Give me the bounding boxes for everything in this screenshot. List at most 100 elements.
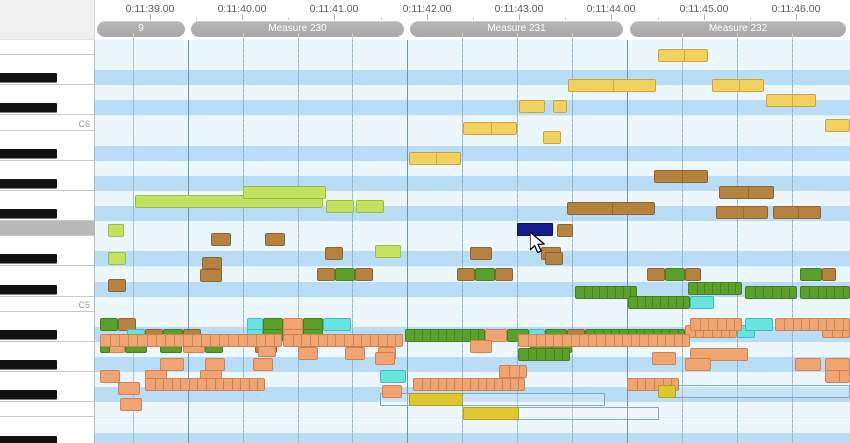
note[interactable] xyxy=(658,49,708,62)
note[interactable] xyxy=(822,268,836,281)
note[interactable] xyxy=(345,347,365,360)
note[interactable] xyxy=(688,282,742,295)
piano-keyboard[interactable]: C6C5C4C3 xyxy=(0,40,95,443)
note[interactable] xyxy=(160,358,184,371)
note[interactable] xyxy=(100,370,120,383)
measure-block[interactable]: Measure 232 xyxy=(630,21,846,37)
note-ghost[interactable] xyxy=(660,385,850,399)
note[interactable] xyxy=(685,358,711,371)
note[interactable] xyxy=(485,329,507,342)
note-olive[interactable] xyxy=(409,393,463,406)
note[interactable] xyxy=(690,318,742,331)
note[interactable] xyxy=(335,268,355,281)
note[interactable] xyxy=(375,245,401,258)
note[interactable] xyxy=(243,186,326,199)
note[interactable] xyxy=(475,268,495,281)
note[interactable] xyxy=(326,200,354,213)
note[interactable] xyxy=(773,206,821,219)
measure-block[interactable]: Measure 231 xyxy=(410,21,623,37)
white-key[interactable] xyxy=(0,402,94,418)
note[interactable] xyxy=(800,286,850,299)
black-key[interactable] xyxy=(0,103,57,113)
note[interactable] xyxy=(716,206,768,219)
note[interactable] xyxy=(108,252,126,265)
note[interactable] xyxy=(495,268,513,281)
black-key[interactable] xyxy=(0,148,57,158)
note[interactable] xyxy=(825,370,850,383)
note[interactable] xyxy=(463,122,517,135)
measure-block[interactable]: Measure 230 xyxy=(191,21,404,37)
note[interactable] xyxy=(355,268,373,281)
note[interactable] xyxy=(557,224,573,237)
note[interactable] xyxy=(690,348,748,361)
note[interactable] xyxy=(100,334,282,347)
black-key[interactable] xyxy=(0,284,57,294)
note[interactable] xyxy=(120,398,142,411)
white-key[interactable] xyxy=(0,40,94,56)
note[interactable] xyxy=(265,233,285,246)
note[interactable] xyxy=(800,268,822,281)
black-key[interactable] xyxy=(0,435,57,443)
note[interactable] xyxy=(100,318,118,331)
note[interactable] xyxy=(205,358,225,371)
note[interactable] xyxy=(323,318,351,331)
note[interactable] xyxy=(405,329,485,342)
note-grid[interactable] xyxy=(95,40,850,443)
black-key[interactable] xyxy=(0,360,57,370)
measure-block[interactable]: 9 xyxy=(97,21,185,37)
note[interactable] xyxy=(647,268,665,281)
note[interactable] xyxy=(654,170,708,183)
note[interactable] xyxy=(298,347,318,360)
black-key[interactable] xyxy=(0,178,57,188)
note[interactable] xyxy=(719,186,774,199)
note[interactable] xyxy=(575,286,637,299)
white-key[interactable] xyxy=(0,221,94,237)
note[interactable] xyxy=(519,100,545,113)
note[interactable] xyxy=(553,100,567,113)
note[interactable] xyxy=(108,279,126,292)
note[interactable] xyxy=(652,352,676,365)
note[interactable] xyxy=(253,358,273,371)
note[interactable] xyxy=(690,296,714,309)
measure-ruler[interactable]: 9 Measure 230 Measure 231 Measure 232 xyxy=(95,20,850,40)
note[interactable] xyxy=(375,352,395,365)
white-key[interactable] xyxy=(0,296,94,312)
note[interactable] xyxy=(382,385,402,398)
note[interactable] xyxy=(518,334,690,347)
note[interactable] xyxy=(745,286,797,299)
note[interactable] xyxy=(118,382,140,395)
note[interactable] xyxy=(211,233,231,246)
black-key[interactable] xyxy=(0,73,57,83)
note[interactable] xyxy=(356,200,384,213)
note[interactable] xyxy=(628,296,690,309)
black-key[interactable] xyxy=(0,390,57,400)
note[interactable] xyxy=(317,268,335,281)
note[interactable] xyxy=(543,131,561,144)
note[interactable] xyxy=(380,370,406,383)
note[interactable] xyxy=(685,268,701,281)
note[interactable] xyxy=(545,252,563,265)
note[interactable] xyxy=(517,223,553,236)
note[interactable] xyxy=(413,378,525,391)
note-olive[interactable] xyxy=(463,407,519,420)
note[interactable] xyxy=(568,79,656,92)
note[interactable] xyxy=(145,378,265,391)
note[interactable] xyxy=(745,318,773,331)
note-olive[interactable] xyxy=(658,385,676,398)
note[interactable] xyxy=(325,247,343,260)
note[interactable] xyxy=(825,358,850,371)
black-key[interactable] xyxy=(0,254,57,264)
note[interactable] xyxy=(795,358,821,371)
black-key[interactable] xyxy=(0,209,57,219)
note[interactable] xyxy=(499,365,527,378)
black-key[interactable] xyxy=(0,329,57,339)
time-ruler[interactable]: 0:11:39.00 0:11:40.00 0:11:41.00 0:11:42.00… xyxy=(95,0,850,20)
note[interactable] xyxy=(766,94,816,107)
note[interactable] xyxy=(108,224,124,237)
note[interactable] xyxy=(825,119,850,132)
note[interactable] xyxy=(283,334,403,347)
note[interactable] xyxy=(518,348,570,361)
note[interactable] xyxy=(470,247,492,260)
note[interactable] xyxy=(409,152,461,165)
note[interactable] xyxy=(457,268,475,281)
